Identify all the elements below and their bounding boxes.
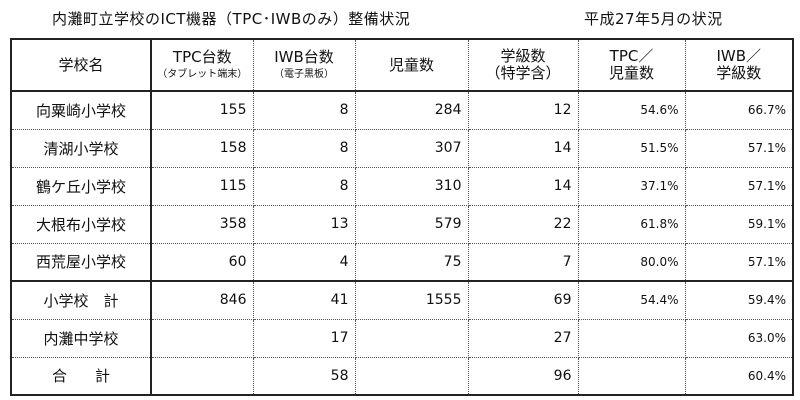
iwb-ratio-cell: 57.1% bbox=[684, 242, 794, 282]
tpc-cell: 358 bbox=[150, 204, 254, 244]
classes-cell: 7 bbox=[467, 242, 579, 282]
header-tpc-ratio: TPC／ 児童数 bbox=[577, 38, 686, 92]
classes-cell: 14 bbox=[467, 128, 579, 168]
students-cell: 75 bbox=[354, 242, 469, 282]
header-tpc-count: TPC台数 （タブレット端末） bbox=[150, 38, 254, 92]
title-row: 内灘町立学校のICT機器（TPC･IWBのみ）整備状況 平成27年5月の状況 bbox=[0, 4, 800, 32]
iwb-ratio-cell: 57.1% bbox=[684, 166, 794, 206]
students-cell: 579 bbox=[354, 204, 469, 244]
iwb-ratio-cell: 66.7% bbox=[684, 90, 794, 130]
tpc-ratio-cell: 61.8% bbox=[577, 204, 686, 244]
students-cell: 307 bbox=[354, 128, 469, 168]
ict-equipment-table: 学校名 TPC台数 （タブレット端末） IWB台数 （電子黒板） 児童数 学級数 （特… bbox=[10, 38, 794, 396]
iwb-cell: 8 bbox=[252, 128, 356, 168]
school-name-cell: 向粟崎小学校 bbox=[10, 90, 152, 130]
students-cell: 1555 bbox=[354, 280, 469, 320]
school-name-cell: 西荒屋小学校 bbox=[10, 242, 152, 282]
tpc-ratio-cell bbox=[577, 318, 686, 358]
header-iwb-count: IWB台数 （電子黒板） bbox=[252, 38, 356, 92]
iwb-ratio-cell: 60.4% bbox=[684, 356, 794, 396]
iwb-cell: 58 bbox=[252, 356, 356, 396]
tpc-cell: 158 bbox=[150, 128, 254, 168]
header-school-name: 学校名 bbox=[10, 38, 152, 92]
iwb-cell: 8 bbox=[252, 90, 356, 130]
school-name-cell: 大根布小学校 bbox=[10, 204, 152, 244]
iwb-ratio-cell: 57.1% bbox=[684, 128, 794, 168]
school-name-cell: 小学校 計 bbox=[10, 280, 152, 320]
tpc-cell bbox=[150, 356, 254, 396]
students-cell bbox=[354, 356, 469, 396]
classes-cell: 22 bbox=[467, 204, 579, 244]
status-date: 平成27年5月の状況 bbox=[584, 10, 723, 28]
classes-cell: 12 bbox=[467, 90, 579, 130]
iwb-cell: 13 bbox=[252, 204, 356, 244]
tpc-ratio-cell bbox=[577, 356, 686, 396]
table-row: 鶴ケ丘小学校 115 8 310 14 37.1% 57.1% bbox=[10, 166, 794, 206]
header-row: 学校名 TPC台数 （タブレット端末） IWB台数 （電子黒板） 児童数 学級数 （特… bbox=[10, 38, 794, 92]
iwb-ratio-cell: 59.4% bbox=[684, 280, 794, 320]
iwb-cell: 41 bbox=[252, 280, 356, 320]
table-row: 向粟崎小学校 155 8 284 12 54.6% 66.7% bbox=[10, 90, 794, 130]
tpc-cell: 155 bbox=[150, 90, 254, 130]
grand-total-row: 合計 58 96 60.4% bbox=[10, 356, 794, 396]
school-name-cell: 内灘中学校 bbox=[10, 318, 152, 358]
header-iwb-ratio: IWB／ 学級数 bbox=[684, 38, 794, 92]
students-cell: 284 bbox=[354, 90, 469, 130]
tpc-ratio-cell: 51.5% bbox=[577, 128, 686, 168]
students-cell bbox=[354, 318, 469, 358]
tpc-cell: 115 bbox=[150, 166, 254, 206]
elementary-total-row: 小学校 計 846 41 1555 69 54.4% 59.4% bbox=[10, 280, 794, 320]
school-name-cell: 合計 bbox=[10, 356, 152, 396]
iwb-cell: 4 bbox=[252, 242, 356, 282]
table-row: 内灘中学校 17 27 63.0% bbox=[10, 318, 794, 358]
iwb-ratio-cell: 63.0% bbox=[684, 318, 794, 358]
tpc-ratio-cell: 80.0% bbox=[577, 242, 686, 282]
classes-cell: 96 bbox=[467, 356, 579, 396]
table-row: 大根布小学校 358 13 579 22 61.8% 59.1% bbox=[10, 204, 794, 244]
tpc-ratio-cell: 37.1% bbox=[577, 166, 686, 206]
iwb-cell: 8 bbox=[252, 166, 356, 206]
students-cell: 310 bbox=[354, 166, 469, 206]
classes-cell: 27 bbox=[467, 318, 579, 358]
tpc-cell: 846 bbox=[150, 280, 254, 320]
iwb-ratio-cell: 59.1% bbox=[684, 204, 794, 244]
school-name-cell: 鶴ケ丘小学校 bbox=[10, 166, 152, 206]
classes-cell: 69 bbox=[467, 280, 579, 320]
tpc-ratio-cell: 54.4% bbox=[577, 280, 686, 320]
header-students: 児童数 bbox=[354, 38, 469, 92]
classes-cell: 14 bbox=[467, 166, 579, 206]
school-name-cell: 清湖小学校 bbox=[10, 128, 152, 168]
tpc-cell: 60 bbox=[150, 242, 254, 282]
table-title: 内灘町立学校のICT機器（TPC･IWBのみ）整備状況 bbox=[52, 10, 411, 28]
tpc-ratio-cell: 54.6% bbox=[577, 90, 686, 130]
iwb-cell: 17 bbox=[252, 318, 356, 358]
header-classes: 学級数 （特学含） bbox=[467, 38, 579, 92]
table-row: 清湖小学校 158 8 307 14 51.5% 57.1% bbox=[10, 128, 794, 168]
tpc-cell bbox=[150, 318, 254, 358]
table-row: 西荒屋小学校 60 4 75 7 80.0% 57.1% bbox=[10, 242, 794, 282]
